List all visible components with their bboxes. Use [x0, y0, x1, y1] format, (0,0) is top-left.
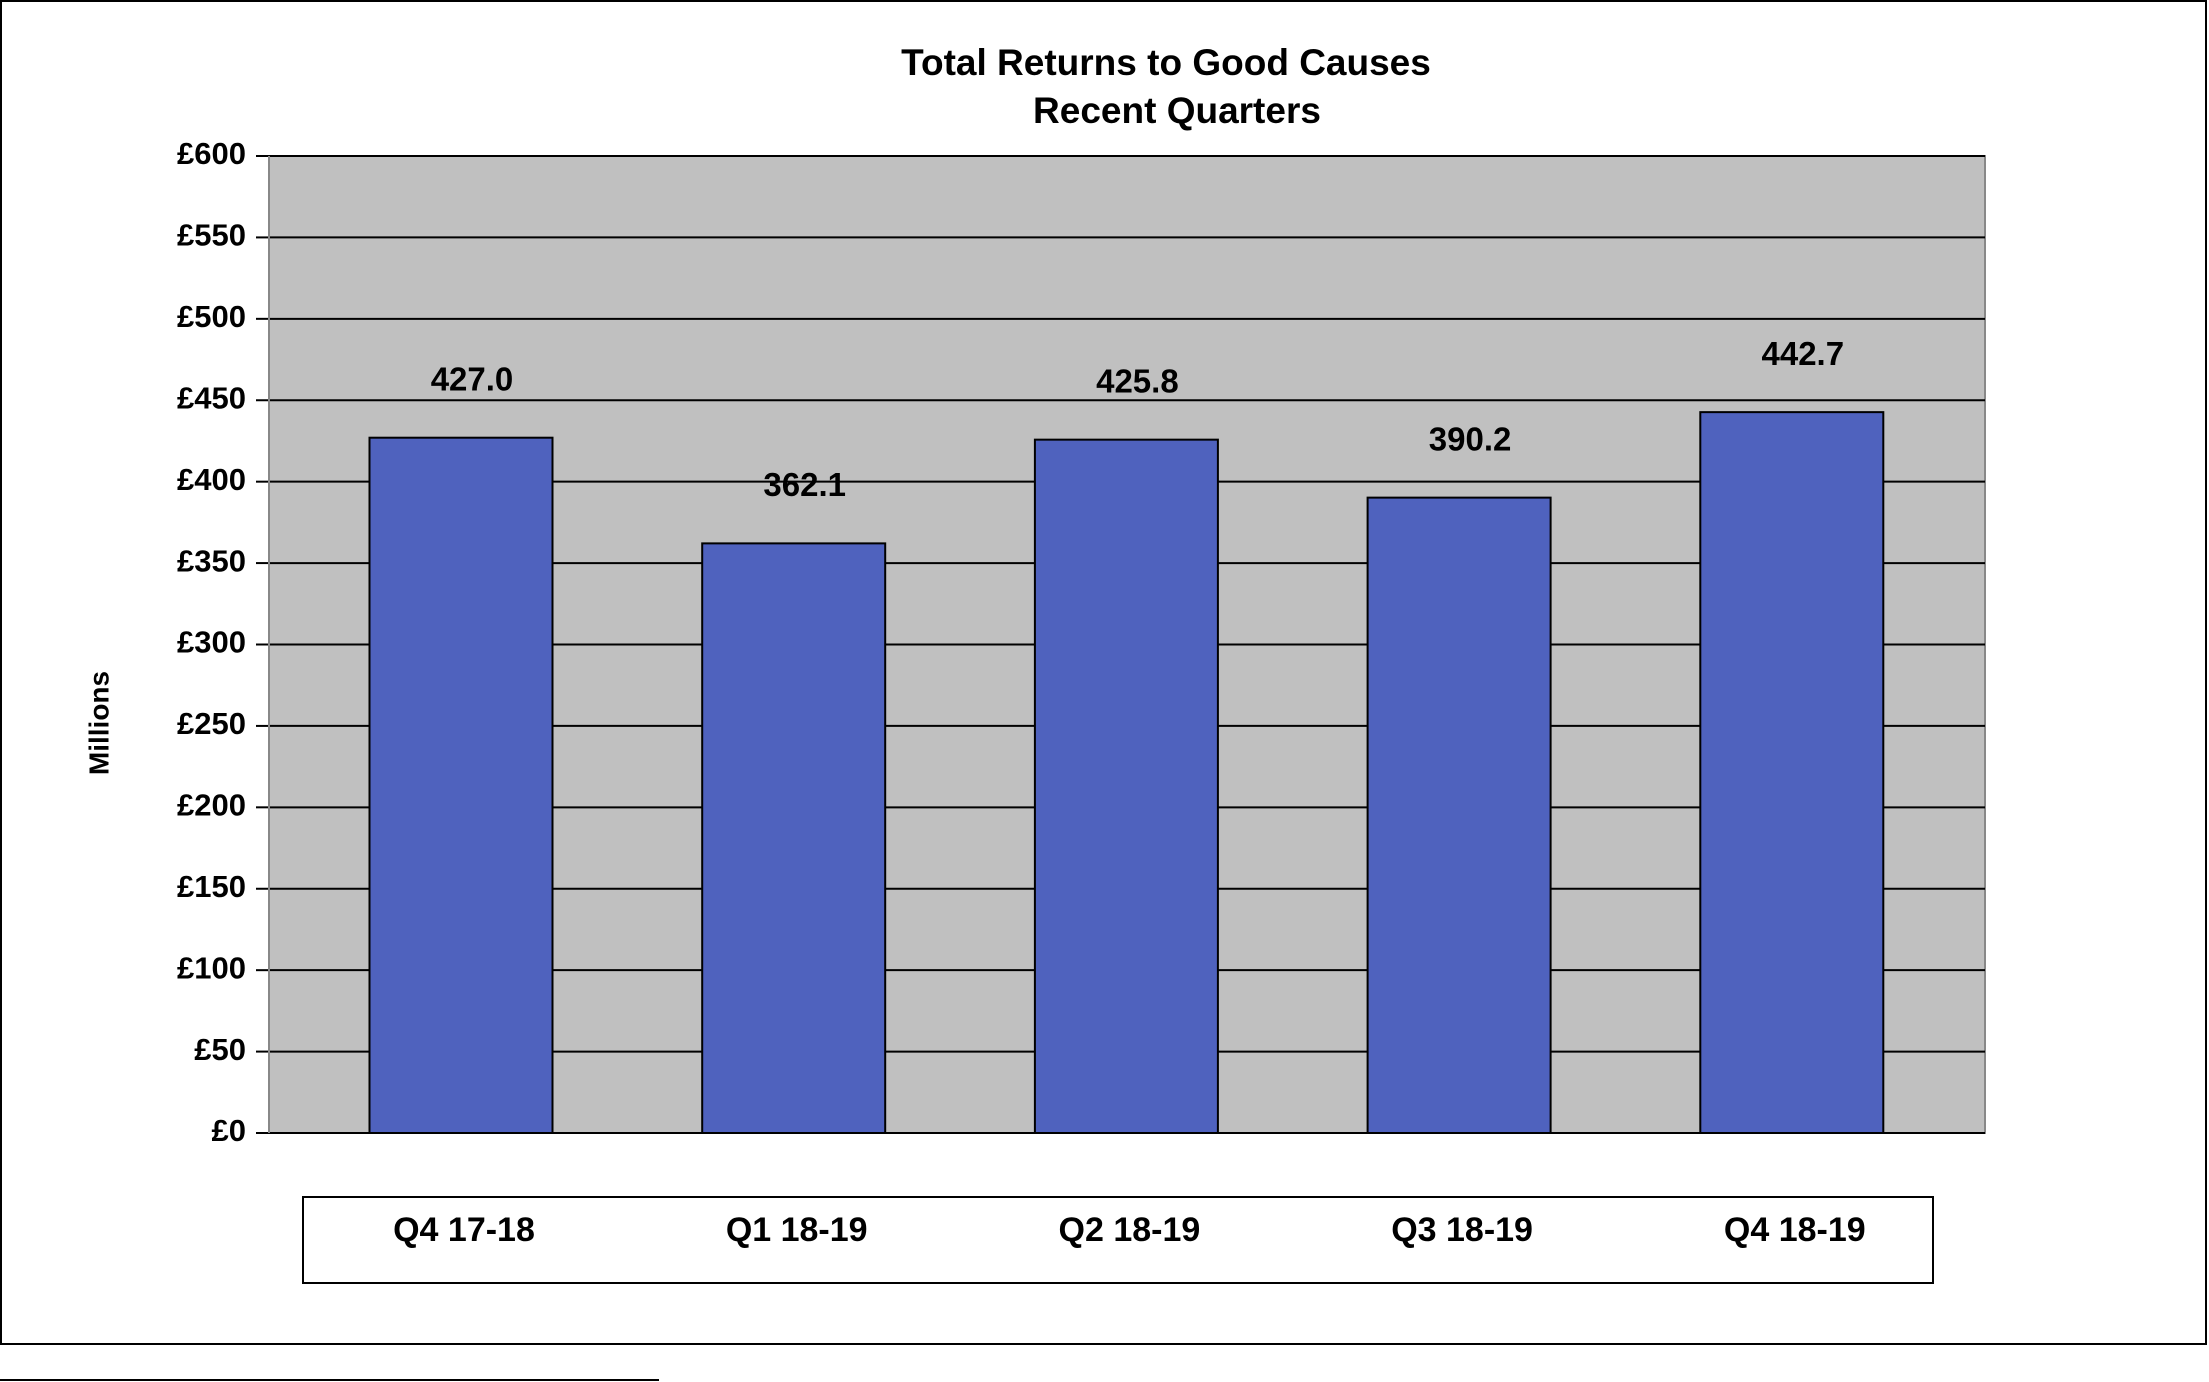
bar — [1699, 411, 1885, 1134]
y-tick-label: £100 — [177, 950, 246, 985]
chart-subtitle: Recent Quarters — [1033, 90, 1321, 131]
bar — [1366, 496, 1552, 1134]
x-tick-label: Q2 18-19 — [1059, 1211, 1201, 1249]
y-tick-label: £250 — [177, 706, 246, 741]
bar — [368, 436, 554, 1134]
value-label: 442.7 — [1762, 335, 1845, 372]
x-tick-label: Q4 18-19 — [1724, 1211, 1866, 1249]
bar — [701, 542, 887, 1134]
y-tick-label: £500 — [177, 299, 246, 334]
y-tick-label: £550 — [177, 218, 246, 253]
x-tick-label: Q1 18-19 — [726, 1211, 868, 1249]
x-tick-label: Q4 17-18 — [393, 1211, 535, 1249]
bar — [1033, 438, 1219, 1135]
y-tick-label: £450 — [177, 380, 246, 415]
y-tick-label: £350 — [177, 543, 246, 578]
value-label: 390.2 — [1429, 420, 1512, 457]
value-label: 425.8 — [1096, 362, 1179, 399]
y-tick-label: £150 — [177, 869, 246, 904]
y-axis-label: Millions — [83, 671, 114, 775]
y-tick-label: £600 — [177, 136, 246, 171]
y-tick-label: £400 — [177, 462, 246, 497]
value-label: 362.1 — [763, 466, 846, 503]
category-box — [302, 1196, 1934, 1284]
y-tick-label: £300 — [177, 625, 246, 660]
y-tick-label: £50 — [194, 1032, 246, 1067]
y-tick-label: £200 — [177, 788, 246, 823]
y-tick-label: £0 — [212, 1113, 246, 1148]
chart-title: Total Returns to Good Causes — [901, 42, 1431, 83]
value-label: 427.0 — [431, 360, 514, 397]
x-tick-label: Q3 18-19 — [1391, 1211, 1533, 1249]
